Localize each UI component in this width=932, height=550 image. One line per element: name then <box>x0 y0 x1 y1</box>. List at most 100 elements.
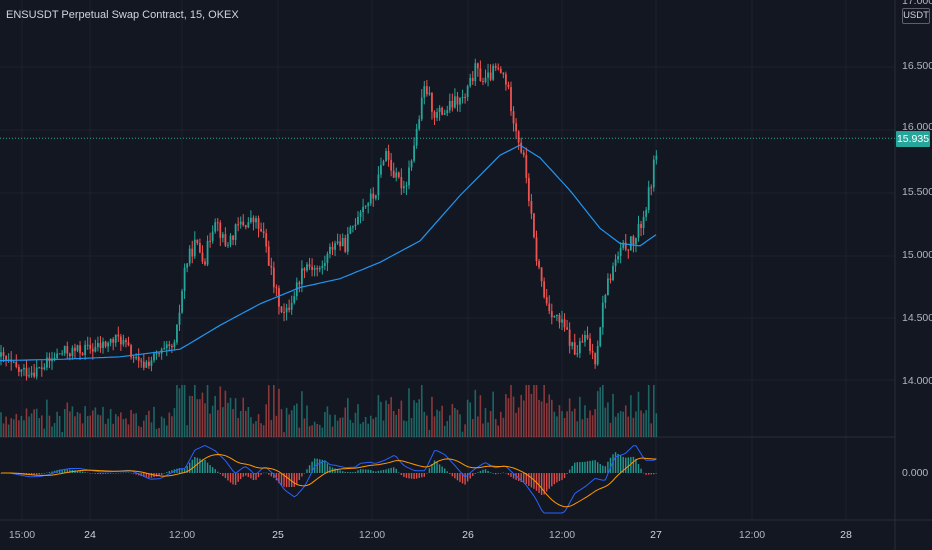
macd-histogram-bar <box>321 459 323 473</box>
macd-histogram-bar <box>242 473 244 477</box>
volume-bar <box>446 421 449 437</box>
macd-histogram-bar <box>257 473 260 478</box>
macd-histogram-bar <box>579 462 581 473</box>
macd-histogram-bar <box>66 469 68 473</box>
macd-histogram-bar <box>166 472 168 473</box>
volume-bar <box>619 411 622 437</box>
symbol-title: ENSUSDT Perpetual Swap Contract, 15, OKE… <box>6 9 239 21</box>
volume-bar <box>334 414 336 437</box>
volume-bar <box>107 418 109 437</box>
volume-bar <box>520 394 522 437</box>
volume-bar <box>201 392 204 437</box>
candle-body <box>229 235 232 245</box>
macd-histogram-bar <box>41 473 43 474</box>
candle-body <box>43 367 46 370</box>
macd-histogram-bar <box>415 473 418 479</box>
candle-body <box>454 96 456 108</box>
volume-bar <box>464 424 466 437</box>
volume-bar <box>441 405 443 437</box>
volume-bar <box>586 417 589 437</box>
macd-histogram-bar <box>586 461 589 473</box>
volume-bar <box>2 423 5 437</box>
volume-bar <box>35 408 38 437</box>
volume-bar <box>239 410 242 437</box>
volume-bar <box>41 415 43 437</box>
candle-body <box>573 342 576 355</box>
volume-bar <box>459 414 461 437</box>
macd-histogram-bar <box>326 463 329 473</box>
macd-histogram-bar <box>505 473 507 474</box>
candle-body <box>479 68 482 82</box>
candle-body <box>155 353 158 355</box>
price-axis-label: 15.500 <box>902 186 932 198</box>
volume-bar <box>359 423 362 437</box>
macd-histogram-bar <box>81 471 84 473</box>
macd-histogram-bar <box>171 470 173 473</box>
volume-bar <box>132 413 135 437</box>
macd-zero-label: 0.000 <box>902 467 929 479</box>
volume-bar <box>112 423 114 437</box>
candle-body <box>313 268 316 270</box>
candle-body <box>137 356 140 361</box>
candle-body <box>627 249 630 251</box>
macd-histogram-bar <box>574 462 576 473</box>
volume-bar <box>418 399 420 437</box>
macd-histogram-bar <box>469 473 471 479</box>
volume-bar <box>647 385 650 437</box>
macd-histogram-bar <box>410 473 413 479</box>
volume-bar <box>357 404 359 437</box>
macd-histogram-bar <box>186 466 188 473</box>
macd-histogram-bar <box>76 470 79 473</box>
candle-body <box>538 261 540 268</box>
macd-histogram-bar <box>653 473 655 475</box>
candle-body <box>247 222 250 228</box>
volume-bar <box>48 415 51 437</box>
volume-bar <box>624 405 627 437</box>
macd-histogram-bar <box>589 460 591 473</box>
macd-histogram-bar <box>217 471 219 473</box>
volume-bar <box>637 391 640 437</box>
candle-body <box>214 222 217 232</box>
volume-bar <box>594 409 596 437</box>
macd-histogram-bar <box>291 473 293 487</box>
candle-body <box>30 372 33 376</box>
candle-body <box>270 265 273 268</box>
volume-bar <box>387 404 390 437</box>
candle-body <box>257 218 260 229</box>
candle-body <box>130 345 132 358</box>
candle-body <box>242 221 245 226</box>
macd-histogram-bar <box>43 473 46 474</box>
candle-body <box>35 367 38 377</box>
volume-bar <box>148 410 150 437</box>
volume-bar <box>155 428 158 437</box>
candle-body <box>272 267 275 288</box>
candle-body <box>515 123 517 132</box>
macd-histogram-bar <box>418 473 420 478</box>
macd-histogram-bar <box>528 473 530 486</box>
candle-body <box>99 343 102 348</box>
volume-bar <box>398 408 400 437</box>
volume-bar <box>252 423 255 437</box>
macd-histogram-bar <box>548 473 550 489</box>
volume-bar <box>318 424 321 437</box>
macd-histogram-bar <box>398 472 400 473</box>
currency-button[interactable]: USDT <box>902 8 930 24</box>
candle-body <box>303 268 306 271</box>
macd-histogram-bar <box>245 473 247 476</box>
price-axis-label: 14.000 <box>902 375 932 387</box>
macd-histogram-bar <box>408 473 410 479</box>
macd-histogram-bar <box>477 472 479 473</box>
volume-bar <box>561 411 563 437</box>
candle-body <box>321 265 324 268</box>
candle-body <box>476 63 479 69</box>
macd-histogram-bar <box>342 471 344 473</box>
macd-histogram-bar <box>115 473 117 474</box>
candle-body <box>395 172 398 178</box>
candle-body <box>367 203 370 206</box>
candle-body <box>609 278 612 280</box>
volume-bar <box>591 415 594 437</box>
macd-histogram-bar <box>150 473 153 478</box>
candle-body <box>76 345 79 351</box>
